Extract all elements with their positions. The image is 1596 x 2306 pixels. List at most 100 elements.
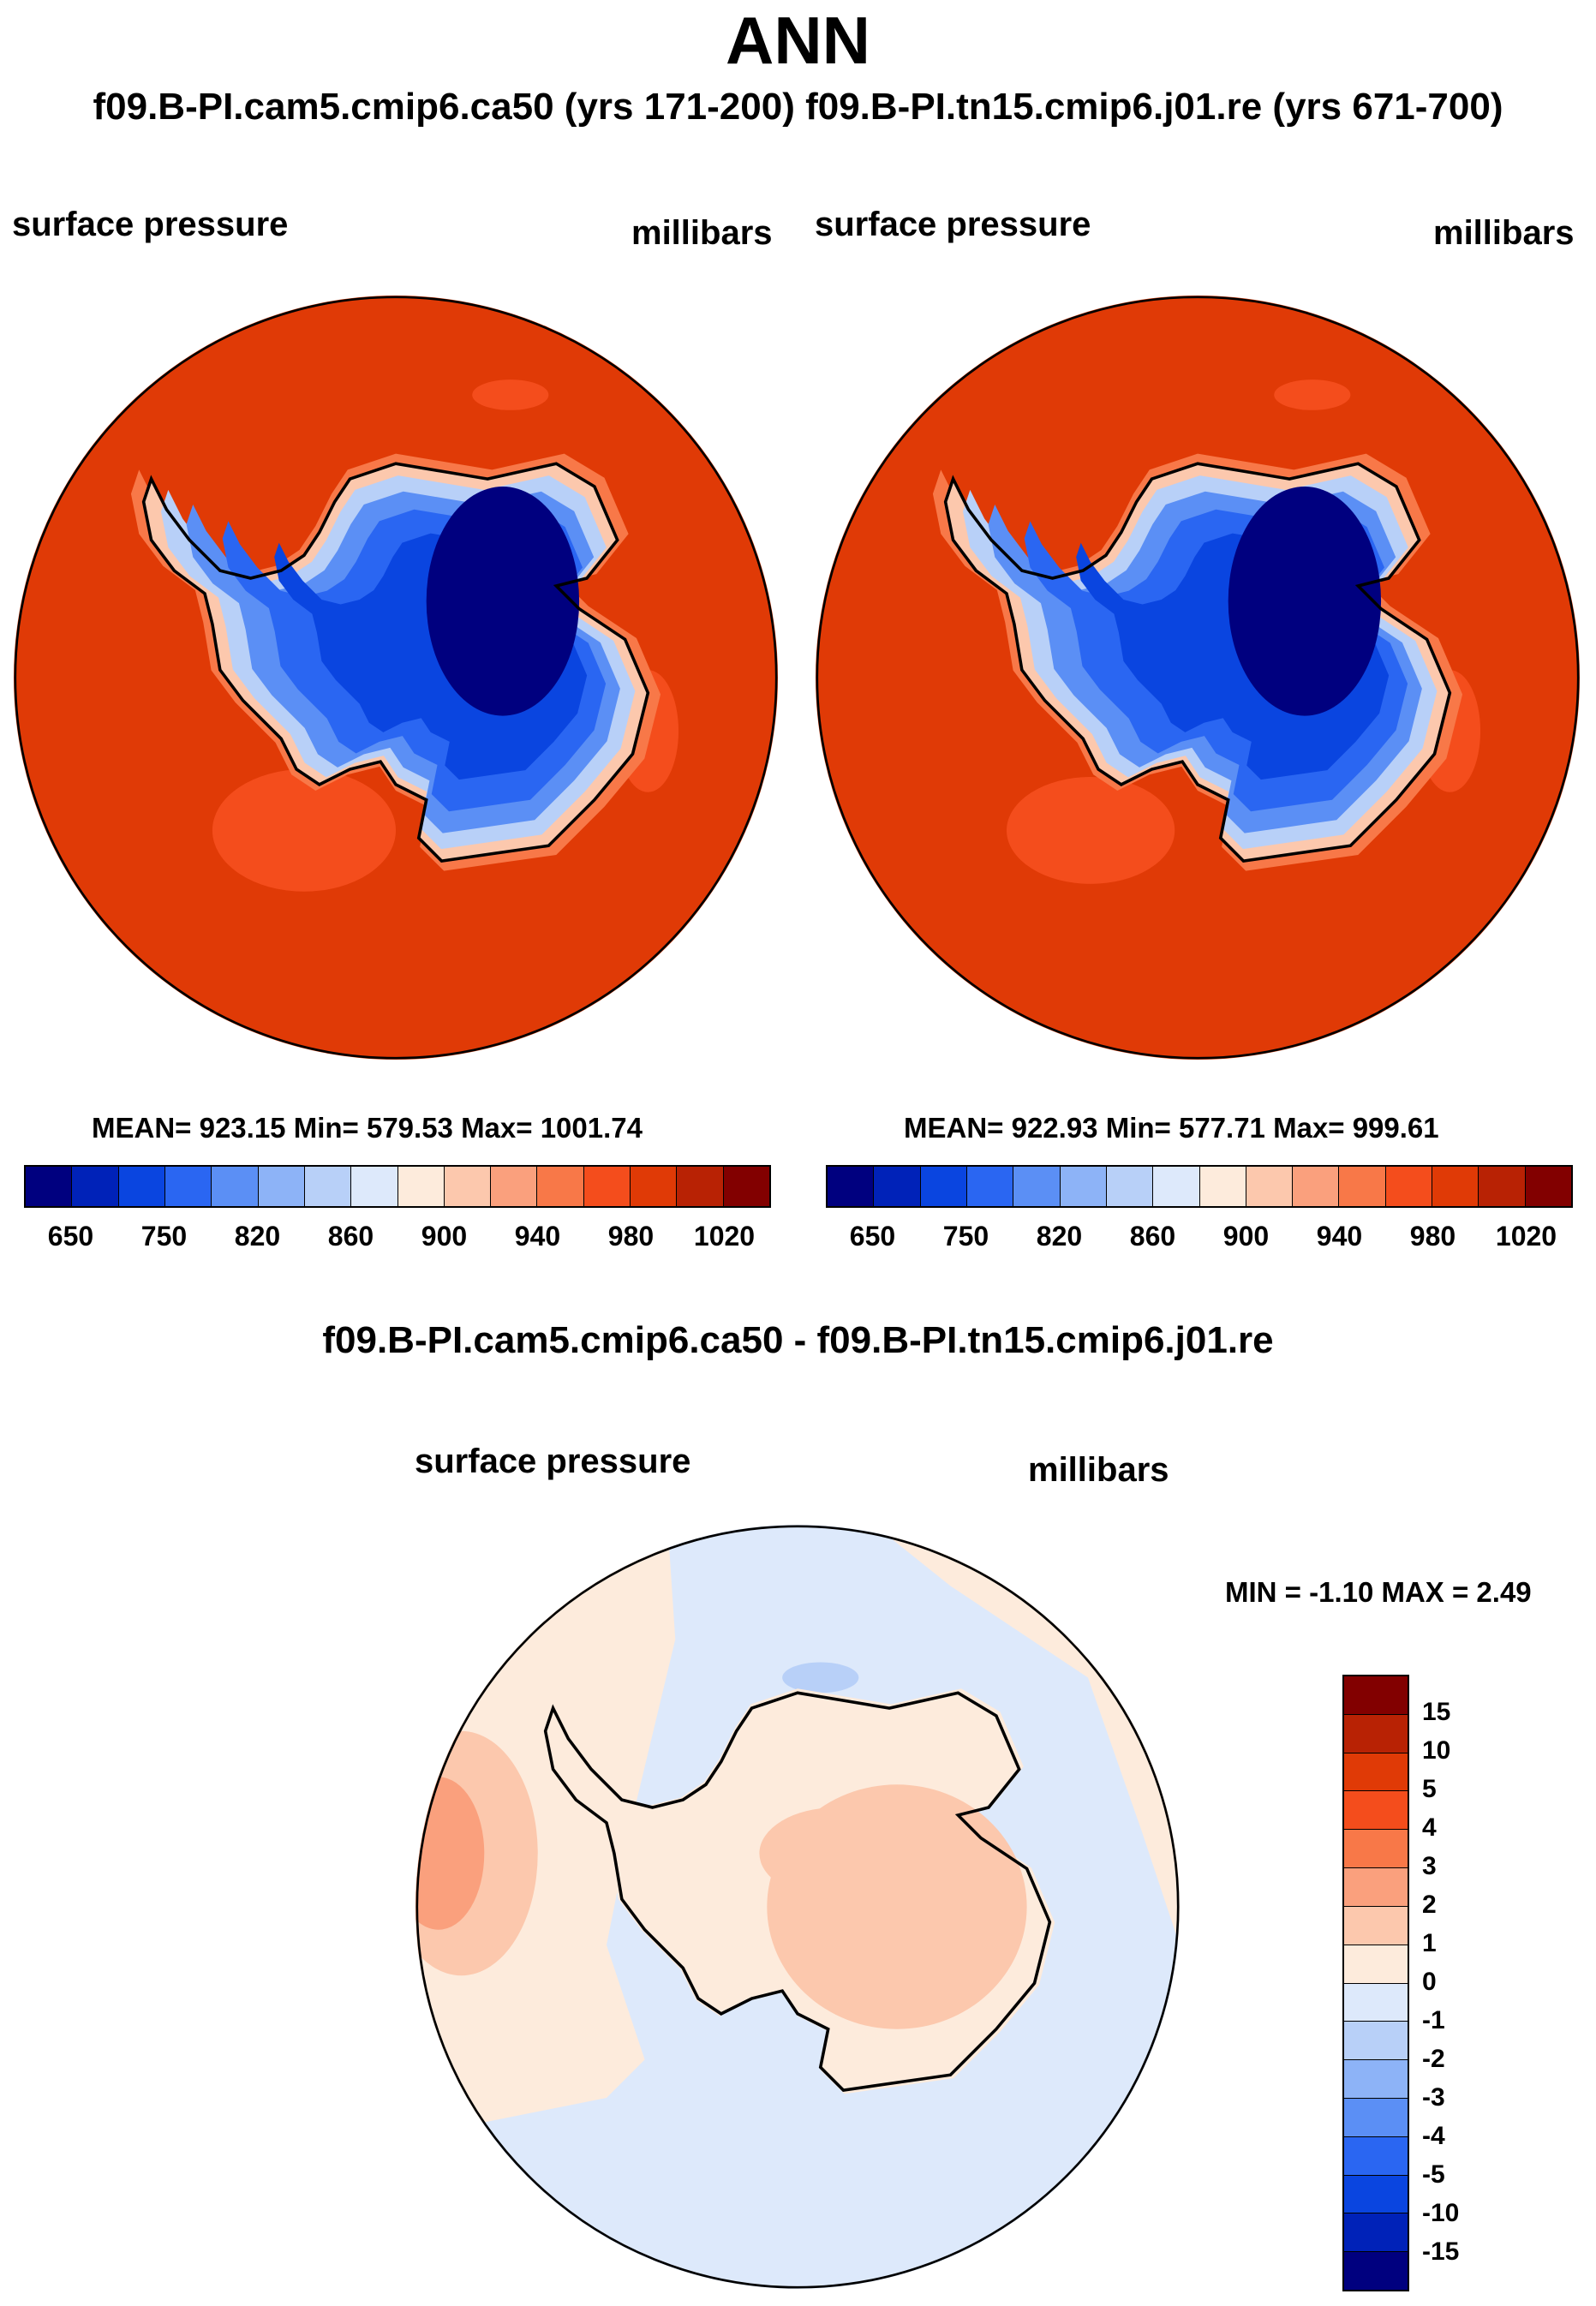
colorbar-tick-label: 3 (1422, 1852, 1437, 1880)
colorbar-swatch (1344, 1753, 1408, 1792)
colorbar-tick-label: -3 (1422, 2083, 1445, 2112)
colorbar-tick-label: 15 (1422, 1698, 1451, 1726)
right-colorbar-ticks: 650 750 820 860 900 940 980 1020 (826, 1221, 1573, 1255)
colorbar-tick-label: 0 (1422, 1968, 1437, 1996)
colorbar-tick-label: -1 (1422, 2006, 1445, 2034)
colorbar-tick-label: 750 (942, 1221, 989, 1252)
left-units-label: millibars (631, 214, 773, 252)
colorbar-tick-label: 980 (1409, 1221, 1456, 1252)
colorbar-swatch (583, 1167, 631, 1206)
colorbar-swatch (1106, 1167, 1154, 1206)
colorbar-tick-label: 2 (1422, 1891, 1437, 1919)
colorbar-tick-label: -10 (1422, 2199, 1460, 2227)
colorbar-swatch (1199, 1167, 1246, 1206)
colorbar-swatch (1344, 1983, 1408, 2022)
colorbar-swatch (723, 1167, 769, 1206)
colorbar-swatch (118, 1167, 165, 1206)
colorbar-swatch (1246, 1167, 1294, 1206)
colorbar-swatch (1344, 2175, 1408, 2214)
colorbar-tick-label: -4 (1422, 2122, 1445, 2150)
colorbar-tick-label: 10 (1422, 1736, 1451, 1765)
colorbar-swatch (1344, 2213, 1408, 2253)
right-stats: MEAN= 922.93 Min= 577.71 Max= 999.61 (904, 1112, 1439, 1144)
right-colorbar (826, 1165, 1573, 1208)
colorbar-tick-label: 980 (607, 1221, 655, 1252)
colorbar-swatch (1344, 2252, 1408, 2290)
colorbar-swatch (1344, 2136, 1408, 2176)
right-units-label: millibars (1433, 214, 1575, 252)
colorbar-swatch (1432, 1167, 1479, 1206)
page-title: ANN (726, 3, 870, 78)
run-titles: f09.B-PI.cam5.cmip6.ca50 (yrs 171-200) f… (93, 86, 1503, 128)
colorbar-swatch (1344, 1676, 1408, 1715)
colorbar-tick-label: 900 (1222, 1221, 1270, 1252)
colorbar-tick-label: 900 (421, 1221, 468, 1252)
colorbar-swatch (1339, 1167, 1386, 1206)
colorbar-swatch (828, 1167, 875, 1206)
colorbar-swatch (966, 1167, 1014, 1206)
diff-title: f09.B-PI.cam5.cmip6.ca50 - f09.B-PI.tn15… (322, 1319, 1274, 1361)
colorbar-swatch (1344, 1906, 1408, 1945)
diff-units-label: millibars (1028, 1451, 1169, 1489)
colorbar-swatch (677, 1167, 724, 1206)
colorbar-swatch (1013, 1167, 1061, 1206)
colorbar-tick-label: -15 (1422, 2237, 1460, 2266)
colorbar-tick-label: 650 (47, 1221, 94, 1252)
colorbar-swatch (491, 1167, 538, 1206)
colorbar-swatch (164, 1167, 212, 1206)
colorbar-swatch (1293, 1167, 1340, 1206)
colorbar-swatch (920, 1167, 967, 1206)
colorbar-tick-label: 750 (140, 1221, 188, 1252)
colorbar-swatch (1385, 1167, 1433, 1206)
colorbar-swatch (351, 1167, 398, 1206)
colorbar-swatch (1344, 2022, 1408, 2061)
colorbar-tick-label: 820 (234, 1221, 281, 1252)
colorbar-tick-label: 650 (849, 1221, 896, 1252)
colorbar-swatch (212, 1167, 259, 1206)
colorbar-tick-label: 860 (1129, 1221, 1176, 1252)
colorbar-swatch (1479, 1167, 1526, 1206)
colorbar-swatch (398, 1167, 445, 1206)
colorbar-swatch (537, 1167, 584, 1206)
colorbar-swatch (1344, 1868, 1408, 1907)
diff-variable-label: surface pressure (415, 1443, 691, 1480)
colorbar-swatch (631, 1167, 678, 1206)
colorbar-tick-label: 1 (1422, 1929, 1437, 1957)
right-variable-label: surface pressure (815, 206, 1091, 243)
colorbar-swatch (1344, 2098, 1408, 2137)
colorbar-swatch (1344, 1830, 1408, 1869)
diff-stats: MIN = -1.10 MAX = 2.49 (1225, 1576, 1532, 1608)
colorbar-swatch (72, 1167, 119, 1206)
diff-colorbar (1342, 1675, 1409, 2291)
colorbar-swatch (1060, 1167, 1107, 1206)
left-colorbar (24, 1165, 771, 1208)
colorbar-swatch (444, 1167, 492, 1206)
colorbar-swatch (26, 1167, 73, 1206)
colorbar-swatch (874, 1167, 921, 1206)
colorbar-tick-label: 940 (514, 1221, 561, 1252)
left-stats: MEAN= 923.15 Min= 579.53 Max= 1001.74 (92, 1112, 643, 1144)
colorbar-tick-label: -5 (1422, 2160, 1445, 2189)
colorbar-tick-label: 1020 (1495, 1221, 1557, 1252)
colorbar-swatch (1344, 1714, 1408, 1753)
colorbar-tick-label: 940 (1316, 1221, 1363, 1252)
colorbar-tick-label: 5 (1422, 1775, 1437, 1803)
colorbar-swatch (1525, 1167, 1571, 1206)
colorbar-tick-label: 860 (327, 1221, 374, 1252)
colorbar-swatch (1153, 1167, 1200, 1206)
right-polar-map (816, 296, 1580, 1060)
left-colorbar-ticks: 650 750 820 860 900 940 980 1020 (24, 1221, 771, 1255)
colorbar-tick-label: 820 (1036, 1221, 1083, 1252)
left-variable-label: surface pressure (12, 206, 289, 243)
colorbar-tick-label: -2 (1422, 2045, 1445, 2073)
diff-polar-map (415, 1525, 1180, 2289)
colorbar-tick-label: 4 (1422, 1813, 1437, 1842)
diff-colorbar-ticks: 15 10 5 4 3 2 1 0 -1 -2 -3 -4 -5 -10 -15 (1422, 1675, 1525, 2291)
colorbar-swatch (1344, 2060, 1408, 2099)
colorbar-tick-label: 1020 (693, 1221, 756, 1252)
colorbar-swatch (258, 1167, 305, 1206)
left-polar-map (14, 296, 778, 1060)
colorbar-swatch (1344, 1791, 1408, 1831)
colorbar-swatch (1344, 1945, 1408, 1984)
colorbar-swatch (304, 1167, 352, 1206)
